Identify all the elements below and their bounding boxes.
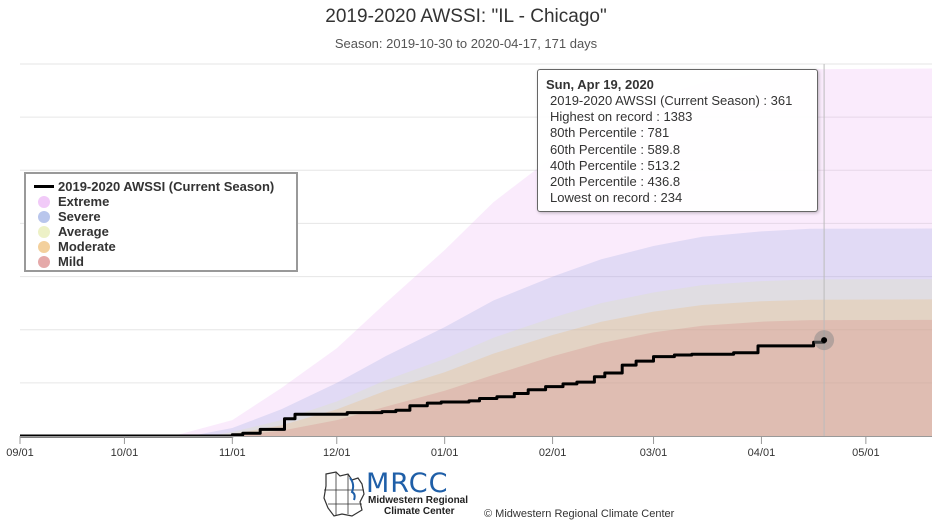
tooltip-row-current: 2019-2020 AWSSI (Current Season) : 361 xyxy=(550,93,793,108)
legend-label: Average xyxy=(58,224,109,239)
x-tick-label: 10/01 xyxy=(111,447,139,459)
tooltip-row-p80: 80th Percentile : 781 xyxy=(550,125,670,141)
legend-label: Moderate xyxy=(58,239,116,254)
chart-subtitle: Season: 2019-10-30 to 2020-04-17, 171 da… xyxy=(334,36,598,51)
legend-swatch xyxy=(38,255,50,268)
legend-item[interactable]: 2019-2020 AWSSI (Current Season) xyxy=(34,179,296,194)
band-moderate xyxy=(218,299,932,436)
legend-swatch xyxy=(38,225,50,238)
x-tick-label: 02/01 xyxy=(539,447,567,459)
legend-item[interactable]: Extreme xyxy=(34,194,296,209)
x-tick-label: 11/01 xyxy=(219,447,246,459)
legend[interactable]: 2019-2020 AWSSI (Current Season) Extreme S… xyxy=(24,172,298,272)
legend-label: 2019-2020 AWSSI (Current Season) xyxy=(58,179,275,194)
legend-swatch xyxy=(34,185,54,188)
x-axis: 09/01 10/01 11/01 12/01 01/01 02/01 03/01 04/01… xyxy=(6,436,932,459)
x-tick-label: 03/01 xyxy=(640,447,668,459)
logo-mrcc-text: MRCC xyxy=(366,468,449,499)
legend-item[interactable]: Average xyxy=(34,224,296,239)
legend-label: Mild xyxy=(58,254,84,269)
tooltip-row-highest: Highest on record : 1383 xyxy=(550,109,693,125)
tooltip-row-p40: 40th Percentile : 513.2 xyxy=(550,157,681,173)
grid-lines xyxy=(20,63,932,384)
legend-label: Severe xyxy=(58,209,101,224)
band-severe xyxy=(190,228,932,436)
legend-swatch xyxy=(38,210,50,223)
x-tick-label: 05/01 xyxy=(852,447,880,459)
midwest-map-icon xyxy=(323,471,365,517)
legend-swatch xyxy=(38,195,50,208)
chart-title: 2019-2020 AWSSI: "IL - Chicago" xyxy=(325,6,607,27)
x-tick-label: 04/01 xyxy=(748,447,776,459)
awssi-series xyxy=(20,330,835,438)
percentile-bands xyxy=(173,68,932,436)
legend-item[interactable]: Mild xyxy=(34,254,296,269)
legend-item[interactable]: Moderate xyxy=(34,239,296,254)
x-tick-label: 12/01 xyxy=(323,447,351,459)
band-average xyxy=(208,279,932,436)
highlight-point xyxy=(821,337,828,344)
logo-line2: Climate Center xyxy=(384,506,455,517)
tooltip: Sun, Apr 19, 2020 2019-2020 AWSSI (Curre… xyxy=(537,69,818,212)
credit-text: © Midwestern Regional Climate Center xyxy=(484,508,675,520)
series-line-current-season xyxy=(20,340,826,438)
legend-swatch xyxy=(38,240,50,253)
tooltip-row-lowest: Lowest on record : 234 xyxy=(550,190,683,206)
x-tick-label: 09/01 xyxy=(6,447,34,459)
legend-item[interactable]: Severe xyxy=(34,209,296,224)
legend-label: Extreme xyxy=(58,194,110,209)
tooltip-row-p60: 60th Percentile : 589.8 xyxy=(550,141,681,157)
logo-line1: Midwestern Regional xyxy=(368,495,469,506)
tooltip-date: Sun, Apr 19, 2020 xyxy=(546,77,654,92)
mrcc-logo: MRCC Midwestern Regional Climate Center xyxy=(322,468,482,520)
tooltip-row-p20: 20th Percentile : 436.8 xyxy=(550,174,681,190)
x-tick-label: 01/01 xyxy=(431,447,459,459)
